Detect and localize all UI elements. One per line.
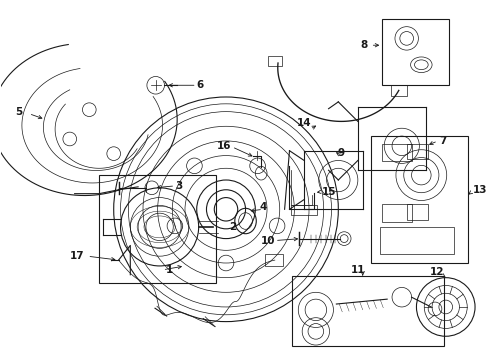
Text: 6: 6 — [196, 80, 203, 90]
Text: 16: 16 — [216, 141, 230, 151]
Bar — [406, 204, 427, 220]
Bar — [292, 276, 443, 346]
Text: 11: 11 — [350, 265, 365, 275]
Text: 14: 14 — [296, 118, 311, 129]
Bar — [406, 144, 427, 159]
Text: 17: 17 — [70, 251, 84, 261]
Text: 15: 15 — [321, 187, 336, 197]
Text: 9: 9 — [337, 148, 344, 158]
Text: 13: 13 — [472, 185, 487, 195]
Bar — [291, 206, 316, 215]
Bar — [382, 204, 411, 222]
Bar — [382, 144, 411, 161]
Text: 3: 3 — [175, 181, 182, 191]
Bar — [390, 85, 406, 96]
Bar — [264, 254, 282, 266]
Bar — [268, 56, 282, 66]
Text: 10: 10 — [260, 235, 274, 246]
Text: 4: 4 — [259, 202, 266, 212]
Bar — [382, 19, 448, 85]
Text: 5: 5 — [15, 107, 22, 117]
Bar — [380, 227, 453, 254]
Text: 7: 7 — [438, 136, 446, 146]
Text: 1: 1 — [165, 265, 172, 275]
Text: 2: 2 — [228, 222, 236, 232]
Bar — [99, 175, 216, 283]
Text: 12: 12 — [429, 267, 443, 277]
Bar — [370, 136, 467, 263]
Text: 8: 8 — [360, 40, 367, 50]
